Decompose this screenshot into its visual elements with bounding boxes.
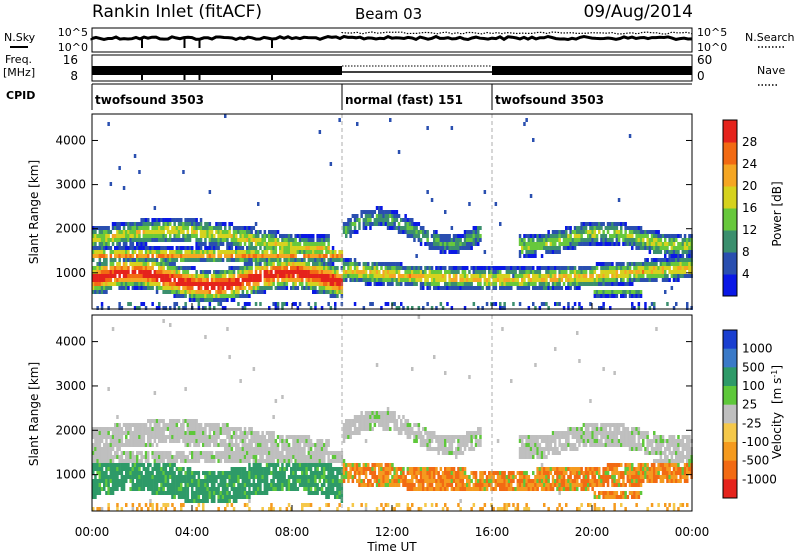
time-axis-label: Time UT bbox=[366, 540, 417, 554]
time-tick-label-4: 16:00 bbox=[475, 525, 510, 539]
time-tick-label-2: 08:00 bbox=[275, 525, 310, 539]
velocity-colorbar-tick-0: 1000 bbox=[742, 342, 773, 356]
power-colorbar-swatch-3 bbox=[723, 208, 737, 231]
power-ytick-label-0: 1000 bbox=[55, 266, 86, 280]
nsearch-tick-top: 10^5 bbox=[697, 26, 727, 39]
power-colorbar-swatch-1 bbox=[723, 252, 737, 275]
velocity-colorbar-swatch-6 bbox=[723, 442, 737, 461]
power-ylabel: Slant Range [km] bbox=[27, 160, 41, 264]
nsky-label: N.Sky bbox=[4, 31, 36, 44]
velocity-colorbar: 1000 500 100 25 -25 -100 -500 -1000 bbox=[723, 330, 777, 499]
power-colorbar-label: Power [dB] bbox=[770, 181, 784, 246]
power-colorbar-swatch-4 bbox=[723, 186, 737, 209]
velocity-ytick-label-0: 1000 bbox=[55, 468, 86, 482]
velocity-colorbar-swatch-5 bbox=[723, 423, 737, 442]
velocity-colorbar-swatch-2 bbox=[723, 367, 737, 386]
cpid-label: CPID bbox=[6, 89, 35, 102]
plot-title: Rankin Inlet (fitACF) bbox=[92, 2, 262, 22]
power-colorbar-tick-1: 8 bbox=[742, 245, 750, 259]
time-tick-label-3: 12:00 bbox=[375, 525, 410, 539]
power-colorbar-swatch-7 bbox=[723, 120, 737, 143]
velocity-colorbar-tick-6: -500 bbox=[742, 454, 769, 468]
nsky-trace bbox=[92, 37, 692, 40]
power-colorbar-swatch-2 bbox=[723, 230, 737, 253]
time-tick-label-0: 00:00 bbox=[75, 525, 110, 539]
power-ytick-label-3: 4000 bbox=[55, 133, 86, 147]
freq-label: Freq. bbox=[5, 53, 32, 66]
velocity-label-close: ] bbox=[770, 365, 784, 370]
power-colorbar-swatch-6 bbox=[723, 142, 737, 165]
nsky-strip: N.Sky 10^5 10^0 10^5 10^0 N.Search bbox=[4, 26, 795, 54]
velocity-colorbar-tick-1: 500 bbox=[742, 360, 765, 374]
freq-strip: Freq. [MHz] 16 8 60 0 Nave bbox=[3, 53, 785, 85]
velocity-ytick-label-3: 4000 bbox=[55, 335, 86, 349]
time-tick-label-5: 20:00 bbox=[575, 525, 610, 539]
cpid-segments: twofsound 3503 normal (fast) 151 twofsound… bbox=[92, 84, 692, 110]
freq-tick-bottom: 8 bbox=[70, 69, 78, 83]
nave-tick-top: 60 bbox=[697, 53, 712, 67]
velocity-ytick-label-2: 3000 bbox=[55, 379, 86, 393]
freq-band-1 bbox=[92, 66, 342, 75]
velocity-colorbar-swatch-3 bbox=[723, 386, 737, 405]
cpid-segment-label-2: twofsound 3503 bbox=[495, 93, 604, 107]
power-colorbar-tick-0: 4 bbox=[742, 267, 750, 281]
nsky-tick-top: 10^5 bbox=[58, 26, 88, 39]
freq-nave-traces bbox=[92, 66, 692, 80]
velocity-label-unit: [m s bbox=[770, 378, 784, 404]
freq-tick-top: 16 bbox=[63, 53, 78, 67]
nsearch-trace bbox=[342, 32, 692, 34]
velocity-ylabel: Slant Range [km] bbox=[27, 362, 41, 466]
freq-band-2 bbox=[492, 66, 692, 75]
velocity-colorbar-swatch-0 bbox=[723, 330, 737, 349]
power-colorbar-tick-5: 24 bbox=[742, 157, 757, 171]
time-tick-label-1: 04:00 bbox=[175, 525, 210, 539]
cpid-segment-label-1: normal (fast) 151 bbox=[345, 93, 463, 107]
velocity-colorbar-tick-5: -100 bbox=[742, 435, 769, 449]
power-colorbar-tick-2: 12 bbox=[742, 223, 757, 237]
nsky-nsearch-traces bbox=[92, 32, 692, 48]
velocity-colorbar-swatch-4 bbox=[723, 405, 737, 424]
nave-label: Nave bbox=[757, 64, 785, 77]
date-label: 09/Aug/2014 bbox=[583, 2, 693, 22]
freq-unit-label: [MHz] bbox=[3, 66, 35, 79]
power-ytick-label-2: 3000 bbox=[55, 178, 86, 192]
velocity-label-exp: -1 bbox=[770, 370, 779, 378]
velocity-ytick-label-1: 2000 bbox=[55, 423, 86, 437]
power-panel: 1000 2000 3000 4000 bbox=[55, 114, 692, 310]
nsearch-label: N.Search bbox=[745, 31, 795, 44]
cpid-segment-label-0: twofsound 3503 bbox=[95, 93, 204, 107]
velocity-panel: 1000 2000 3000 4000 bbox=[55, 315, 692, 511]
power-colorbar-swatch-0 bbox=[723, 274, 737, 297]
velocity-colorbar-swatch-7 bbox=[723, 461, 737, 480]
power-colorbar-tick-6: 28 bbox=[742, 135, 757, 149]
power-colorbar-tick-3: 16 bbox=[742, 201, 757, 215]
velocity-colorbar-label: Velocity [m s-1] bbox=[770, 365, 784, 459]
power-colorbar-swatch-5 bbox=[723, 164, 737, 187]
velocity-colorbar-swatch-1 bbox=[723, 349, 737, 368]
velocity-colorbar-tick-2: 100 bbox=[742, 379, 765, 393]
velocity-colorbar-swatch-8 bbox=[723, 479, 737, 498]
beam-label: Beam 03 bbox=[355, 5, 422, 23]
power-colorbar: 4 8 12 16 20 24 28 bbox=[723, 120, 757, 297]
power-colorbar-tick-4: 20 bbox=[742, 179, 757, 193]
time-tick-label-6: 00:00 bbox=[675, 525, 710, 539]
velocity-colorbar-tick-7: -1000 bbox=[742, 472, 777, 486]
velocity-colorbar-tick-4: -25 bbox=[742, 416, 762, 430]
nave-tick-bottom: 0 bbox=[697, 69, 705, 83]
velocity-colorbar-tick-3: 25 bbox=[742, 398, 757, 412]
power-ytick-label-1: 2000 bbox=[55, 222, 86, 236]
velocity-label-main: Velocity bbox=[770, 412, 784, 459]
